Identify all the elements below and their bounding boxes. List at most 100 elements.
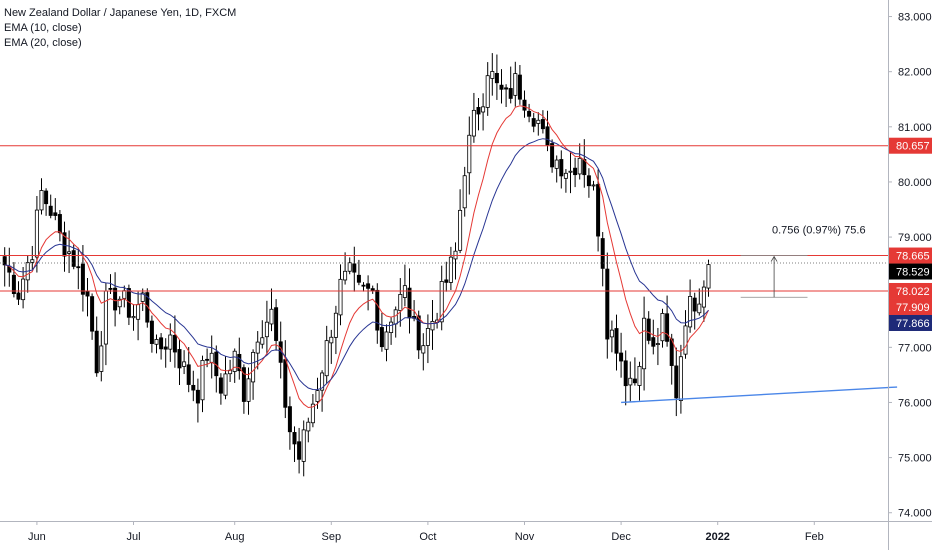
price-badge: 77.866 xyxy=(889,314,932,331)
candle-body xyxy=(186,364,191,385)
x-tick-label: 2022 xyxy=(705,531,729,543)
candle-body xyxy=(57,214,62,234)
candle-body xyxy=(163,346,168,350)
candle-body xyxy=(375,289,380,331)
candle-body xyxy=(361,284,366,287)
candle-body xyxy=(274,307,279,341)
candle-body xyxy=(287,406,292,433)
candle-body xyxy=(145,292,150,323)
candle-body xyxy=(384,331,389,350)
y-tick-label: 76.000 xyxy=(898,397,932,409)
candle-body xyxy=(352,263,357,273)
price-badge-label: 78.529 xyxy=(896,267,930,279)
candle-body xyxy=(195,389,200,404)
candle-body xyxy=(642,317,647,370)
candle-body xyxy=(260,337,265,345)
candle-body xyxy=(665,313,670,342)
candle-body xyxy=(619,352,624,362)
candle-body xyxy=(30,259,35,263)
candle-body xyxy=(504,87,509,90)
price-badge: 80.657 xyxy=(889,137,932,154)
candle-body xyxy=(660,313,665,342)
candle-body xyxy=(458,209,463,251)
chart-legend: New Zealand Dollar / Japanese Yen, 1D, F… xyxy=(4,6,236,51)
x-tick-label: Nov xyxy=(515,531,535,543)
candle-body xyxy=(159,337,164,350)
candle-body xyxy=(655,343,660,345)
candle-body xyxy=(430,320,435,331)
candle-body xyxy=(499,84,504,90)
candle-body xyxy=(448,256,453,283)
candlestick-series xyxy=(2,53,711,477)
candle-body xyxy=(338,278,343,316)
candle-body xyxy=(11,274,16,295)
candle-body xyxy=(540,119,545,130)
price-badge-bg xyxy=(889,247,932,264)
candle-body xyxy=(402,285,407,298)
candle-body xyxy=(425,328,430,346)
symbol-title[interactable]: New Zealand Dollar / Japanese Yen, 1D, F… xyxy=(4,7,237,19)
trendline[interactable] xyxy=(621,386,898,404)
candle-body xyxy=(297,441,302,460)
y-tick-label: 77.000 xyxy=(898,342,932,354)
candle-body xyxy=(398,294,403,311)
candle-body xyxy=(99,345,104,372)
candle-body xyxy=(113,287,118,311)
candle-body xyxy=(563,172,568,179)
candle-body xyxy=(697,303,702,314)
candle-body xyxy=(34,209,39,258)
candle-body xyxy=(683,325,688,355)
candle-body xyxy=(329,336,334,344)
candle-body xyxy=(609,329,614,338)
candle-body xyxy=(76,266,81,269)
candle-body xyxy=(283,359,288,408)
x-tick-label: Sep xyxy=(322,531,342,543)
y-tick-label: 79.000 xyxy=(898,232,932,244)
time-axis: Jun Jul Aug Sep Oct Nov Dec 2022 Feb xyxy=(0,521,932,543)
candle-body xyxy=(255,341,260,354)
candle-body xyxy=(149,320,154,344)
candle-body xyxy=(692,297,697,312)
x-tick-label: Dec xyxy=(611,531,631,543)
candle-body xyxy=(223,373,228,396)
candle-body xyxy=(53,212,58,216)
candle-body xyxy=(536,119,541,124)
candle-body xyxy=(527,110,532,117)
candle-body xyxy=(444,279,449,283)
candle-body xyxy=(494,72,499,84)
price-badge-bg xyxy=(889,282,932,299)
candle-body xyxy=(131,316,136,319)
candle-body xyxy=(301,429,306,462)
ema10-legend[interactable]: EMA (10, close) xyxy=(4,22,82,34)
candle-body xyxy=(237,353,242,372)
ema10-line[interactable] xyxy=(4,105,709,409)
candle-body xyxy=(232,350,237,372)
candle-body xyxy=(586,175,591,187)
candle-body xyxy=(481,106,486,113)
candle-body xyxy=(269,308,274,325)
candle-body xyxy=(678,356,683,401)
price-badge-label: 77.866 xyxy=(896,318,930,330)
candle-body xyxy=(306,421,311,432)
candle-body xyxy=(568,170,573,173)
candle-body xyxy=(701,286,706,308)
measure-arrowhead xyxy=(770,255,778,262)
candle-body xyxy=(48,205,53,216)
candle-body xyxy=(407,287,412,319)
candle-body xyxy=(591,184,596,187)
ema20-legend[interactable]: EMA (20, close) xyxy=(4,37,82,49)
candle-body xyxy=(623,360,628,387)
candle-body xyxy=(596,184,601,237)
price-badge: 78.529 xyxy=(889,263,932,280)
candle-body xyxy=(614,328,619,354)
ema-lines xyxy=(4,105,709,409)
candle-body xyxy=(485,75,490,108)
candle-body xyxy=(177,349,182,369)
price-badge: 78.022 xyxy=(889,282,932,299)
candle-body xyxy=(205,358,210,361)
candle-body xyxy=(320,372,325,391)
candle-body xyxy=(241,367,246,402)
ema20-line[interactable] xyxy=(4,138,709,391)
candle-body xyxy=(168,334,173,350)
